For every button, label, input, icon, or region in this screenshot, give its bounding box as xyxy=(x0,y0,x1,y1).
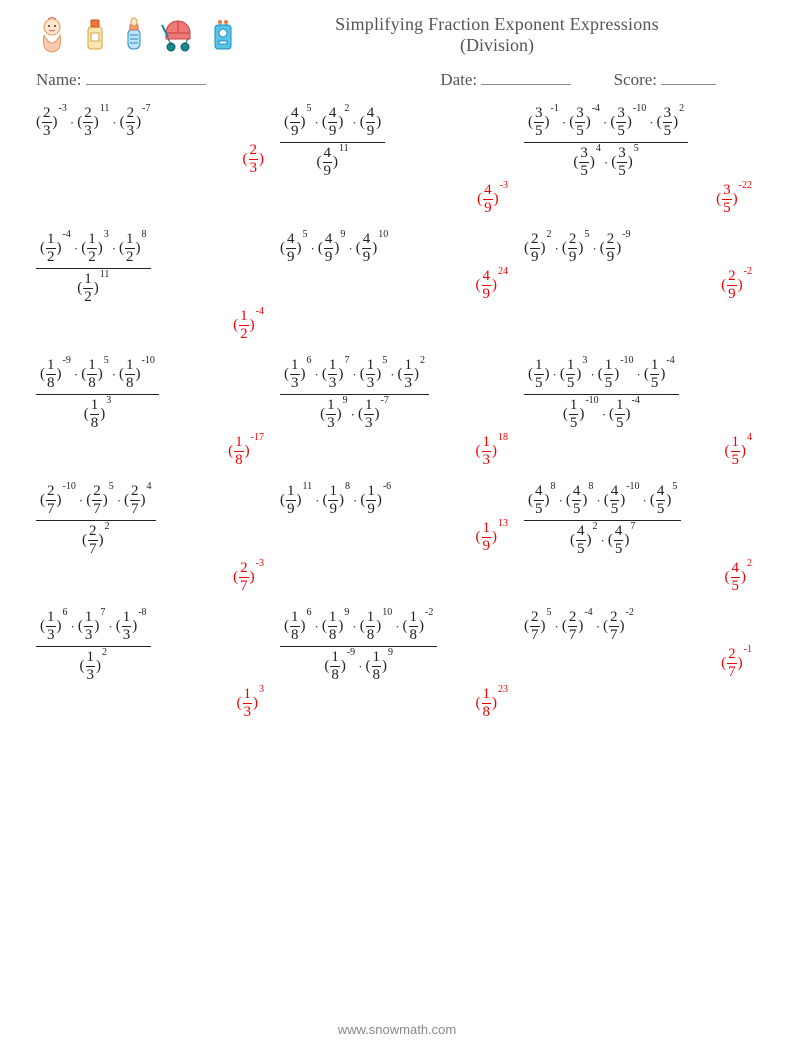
expression: (29)2·(29)5·(29)-9 xyxy=(524,232,758,265)
name-field: Name: xyxy=(36,70,440,90)
date-field: Date: xyxy=(440,70,613,90)
score-field: Score: xyxy=(614,70,758,90)
answer: (27)-1 xyxy=(524,647,758,680)
problem-cell: (49)5·(49)9·(49)10 (49)24 xyxy=(280,226,514,352)
problem-grid: (23)-3·(23)11·(23)-7 (23) (49)5·(49)2·(49)… xyxy=(36,100,758,730)
expression: (49)5·(49)9·(49)10 xyxy=(280,232,514,265)
bottle-icon xyxy=(122,17,146,53)
answer: (23) xyxy=(36,143,270,176)
name-label: Name: xyxy=(36,70,81,89)
expression: (35)-1·(35)-4·(35)-10·(35)2(35)4·(35)5 xyxy=(524,106,758,179)
expression: (18)-9·(18)5·(18)-10(18)3 xyxy=(36,358,270,431)
expression: (12)-4·(12)3·(12)8(12)11 xyxy=(36,232,270,305)
date-label: Date: xyxy=(440,70,477,89)
icon-row xyxy=(36,17,236,53)
answer: (18)-17 xyxy=(36,435,270,468)
problem-cell: (27)5·(27)-4·(27)-2 (27)-1 xyxy=(524,604,758,730)
expression: (13)6·(13)7·(13)5·(13)2(13)9·(13)-7 xyxy=(280,358,514,431)
title-line-2: (Division) xyxy=(236,35,758,56)
title-line-1: Simplifying Fraction Exponent Expression… xyxy=(236,14,758,35)
expression: (15)·(15)3·(15)-10·(15)-4(15)-10·(15)-4 xyxy=(524,358,758,431)
lotion-icon xyxy=(82,17,108,53)
problem-cell: (15)·(15)3·(15)-10·(15)-4(15)-10·(15)-4 (… xyxy=(524,352,758,478)
answer: (49)24 xyxy=(280,269,514,302)
header: Simplifying Fraction Exponent Expression… xyxy=(36,14,758,56)
problem-cell: (12)-4·(12)3·(12)8(12)11 (12)-4 xyxy=(36,226,270,352)
problem-cell: (49)5·(49)2·(49)(49)11 (49)-3 xyxy=(280,100,514,226)
answer: (19)13 xyxy=(280,521,514,554)
score-blank[interactable] xyxy=(661,71,716,85)
answer: (13)18 xyxy=(280,435,514,468)
problem-cell: (29)2·(29)5·(29)-9 (29)-2 xyxy=(524,226,758,352)
answer: (15)4 xyxy=(524,435,758,468)
stroller-icon xyxy=(160,17,196,53)
answer: (35)-22 xyxy=(524,183,758,216)
worksheet-title: Simplifying Fraction Exponent Expression… xyxy=(236,14,758,56)
problem-cell: (18)6·(18)9·(18)10·(18)-2(18)-9·(18)9 (18… xyxy=(280,604,514,730)
expression: (27)-10·(27)5·(27)4(27)2 xyxy=(36,484,270,557)
score-label: Score: xyxy=(614,70,657,89)
expression: (49)5·(49)2·(49)(49)11 xyxy=(280,106,514,179)
answer: (13)3 xyxy=(36,687,270,720)
expression: (18)6·(18)9·(18)10·(18)-2(18)-9·(18)9 xyxy=(280,610,514,683)
problem-cell: (19)11·(19)8·(19)-6 (19)13 xyxy=(280,478,514,604)
answer: (49)-3 xyxy=(280,183,514,216)
answer: (27)-3 xyxy=(36,561,270,594)
date-blank[interactable] xyxy=(481,71,571,85)
problem-cell: (27)-10·(27)5·(27)4(27)2 (27)-3 xyxy=(36,478,270,604)
problem-cell: (23)-3·(23)11·(23)-7 (23) xyxy=(36,100,270,226)
expression: (45)8·(45)8·(45)-10·(45)5(45)2·(45)7 xyxy=(524,484,758,557)
radio-icon xyxy=(210,17,236,53)
problem-cell: (35)-1·(35)-4·(35)-10·(35)2(35)4·(35)5 (3… xyxy=(524,100,758,226)
answer: (18)23 xyxy=(280,687,514,720)
expression: (19)11·(19)8·(19)-6 xyxy=(280,484,514,517)
meta-row: Name: Date: Score: xyxy=(36,70,758,90)
answer: (12)-4 xyxy=(36,309,270,342)
baby-icon xyxy=(36,17,68,53)
footer-url: www.snowmath.com xyxy=(0,1022,794,1037)
worksheet-page: Simplifying Fraction Exponent Expression… xyxy=(0,0,794,1053)
answer: (29)-2 xyxy=(524,269,758,302)
expression: (27)5·(27)-4·(27)-2 xyxy=(524,610,758,643)
problem-cell: (13)6·(13)7·(13)5·(13)2(13)9·(13)-7 (13)1… xyxy=(280,352,514,478)
problem-cell: (45)8·(45)8·(45)-10·(45)5(45)2·(45)7 (45)… xyxy=(524,478,758,604)
name-blank[interactable] xyxy=(86,71,206,85)
answer: (45)2 xyxy=(524,561,758,594)
expression: (23)-3·(23)11·(23)-7 xyxy=(36,106,270,139)
expression: (13)6·(13)7·(13)-8(13)2 xyxy=(36,610,270,683)
problem-cell: (18)-9·(18)5·(18)-10(18)3 (18)-17 xyxy=(36,352,270,478)
problem-cell: (13)6·(13)7·(13)-8(13)2 (13)3 xyxy=(36,604,270,730)
